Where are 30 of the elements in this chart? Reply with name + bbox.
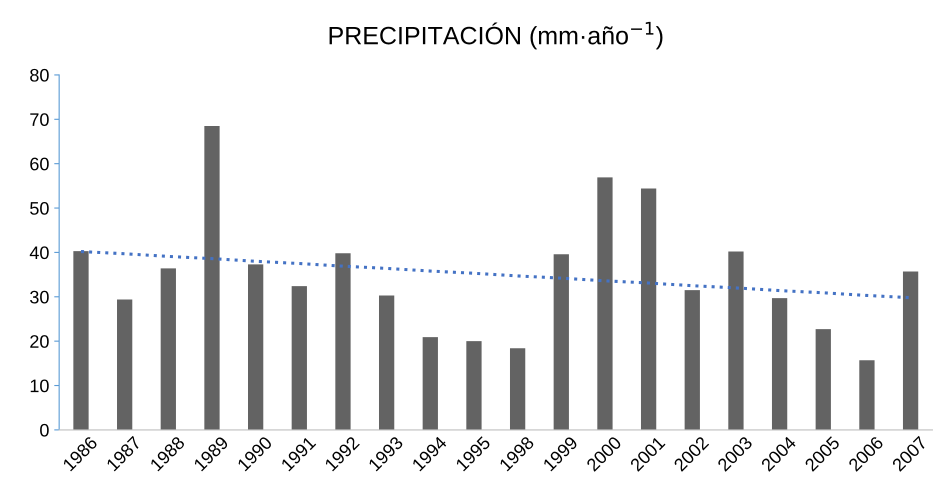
bar: [640, 188, 656, 430]
bar: [816, 329, 831, 430]
y-tick-label: 10: [30, 379, 49, 392]
y-tick-label: 20: [30, 335, 49, 348]
bar: [728, 252, 744, 430]
bar: [859, 360, 875, 430]
bar: [597, 177, 613, 430]
bar: [248, 264, 264, 430]
bar: [554, 254, 569, 430]
bar: [684, 290, 700, 430]
y-tick-label: 50: [30, 202, 49, 215]
chart-title: PRECIPITACIÓN (mm·año$^{−1}$): [330, 22, 662, 50]
bar: [160, 268, 176, 430]
bar: [378, 295, 394, 430]
y-tick-label: 60: [30, 158, 49, 170]
y-tick-label: 0: [40, 424, 49, 437]
bar: [73, 251, 89, 430]
y-tick-label: 80: [30, 68, 49, 82]
bar: [902, 271, 918, 430]
bar: [204, 126, 220, 430]
bar: [466, 341, 482, 430]
bar: [117, 299, 132, 430]
bar: [335, 253, 351, 430]
bar: [422, 337, 438, 430]
y-tick-label: 30: [30, 290, 49, 304]
y-tick-label: 40: [30, 246, 49, 260]
bar: [292, 286, 307, 430]
bar: [510, 348, 526, 430]
bar: [772, 298, 788, 430]
y-tick-label: 70: [30, 113, 49, 126]
